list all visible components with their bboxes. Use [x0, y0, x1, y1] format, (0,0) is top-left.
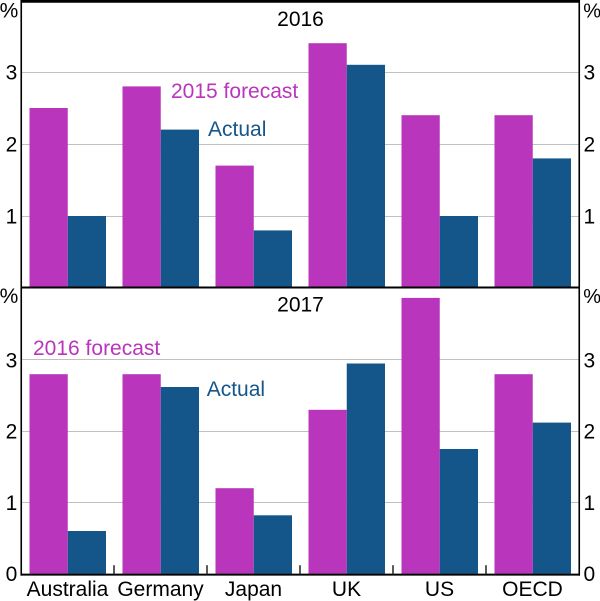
svg-text:Actual: Actual — [208, 118, 266, 141]
svg-text:2016 forecast: 2016 forecast — [33, 337, 160, 360]
svg-text:UK: UK — [332, 578, 361, 601]
svg-text:3: 3 — [584, 349, 596, 372]
svg-text:Germany: Germany — [117, 578, 204, 601]
svg-text:%: % — [583, 0, 600, 22]
svg-text:1: 1 — [584, 205, 596, 228]
svg-text:0: 0 — [6, 563, 18, 586]
svg-text:Actual: Actual — [207, 378, 265, 401]
svg-text:2016: 2016 — [277, 8, 324, 31]
svg-text:1: 1 — [584, 492, 596, 515]
svg-text:2017: 2017 — [277, 294, 324, 317]
svg-text:2: 2 — [6, 421, 18, 444]
svg-text:US: US — [425, 578, 454, 601]
svg-text:3: 3 — [584, 61, 596, 84]
svg-text:2: 2 — [6, 133, 18, 156]
svg-text:1: 1 — [6, 205, 18, 228]
svg-text:2015 forecast: 2015 forecast — [171, 80, 298, 103]
svg-text:OECD: OECD — [502, 578, 563, 601]
svg-text:3: 3 — [6, 349, 18, 372]
svg-text:Japan: Japan — [225, 578, 282, 601]
svg-text:%: % — [0, 285, 18, 308]
svg-text:2: 2 — [584, 133, 596, 156]
svg-text:0: 0 — [584, 563, 596, 586]
svg-text:2: 2 — [584, 421, 596, 444]
svg-text:1: 1 — [6, 492, 18, 515]
svg-text:%: % — [583, 286, 600, 308]
svg-text:3: 3 — [6, 61, 18, 84]
svg-text:%: % — [0, 0, 18, 22]
svg-text:Australia: Australia — [27, 578, 109, 601]
